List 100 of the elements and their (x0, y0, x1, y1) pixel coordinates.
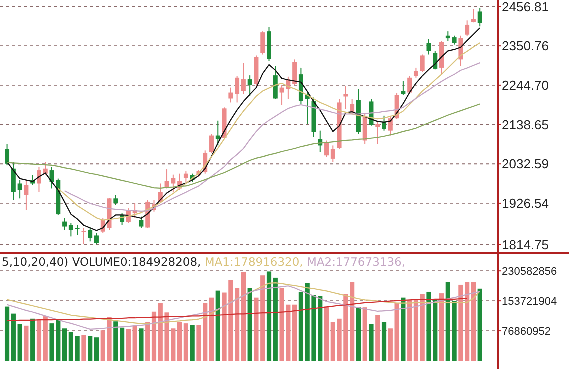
y-tick-label: 1814.75 (502, 237, 549, 252)
bar (420, 294, 425, 361)
bar (139, 328, 144, 361)
candlestick (18, 180, 22, 200)
bar (292, 304, 298, 361)
bar (324, 306, 330, 361)
bar (235, 288, 240, 361)
candlestick (408, 76, 412, 95)
candlestick (184, 171, 188, 183)
candlestick (235, 76, 240, 104)
series-label: MA2:177673136, (307, 255, 406, 269)
bar (241, 272, 246, 361)
candlestick (420, 54, 425, 73)
candlestick (478, 8, 482, 28)
bar (132, 326, 138, 361)
candlestick (11, 162, 16, 201)
line-series (6, 298, 468, 322)
candlestick (414, 67, 418, 78)
bar (146, 322, 150, 361)
y-tick-label: 230582856 (502, 266, 558, 278)
candlestick (465, 20, 470, 38)
y-tick-label: 76860952 (502, 326, 551, 338)
bar (30, 318, 36, 361)
bar (126, 329, 131, 361)
bar (152, 312, 157, 361)
candlestick (5, 144, 10, 166)
bar (178, 322, 182, 361)
y-tick-label: 2138.65 (502, 117, 549, 132)
bar (36, 320, 42, 361)
bar (458, 284, 464, 361)
candlestick (388, 115, 393, 136)
bar (62, 328, 68, 361)
bar (401, 298, 406, 361)
bar (369, 324, 374, 361)
bar (266, 272, 272, 361)
bar (190, 325, 195, 361)
bar (88, 336, 93, 361)
candlestick (114, 194, 118, 206)
bar (94, 338, 100, 361)
candlestick (401, 80, 406, 96)
bar (11, 314, 16, 361)
candlestick (210, 134, 214, 154)
bar (382, 322, 387, 361)
bar (350, 282, 355, 361)
bar (68, 332, 74, 361)
candlestick (88, 227, 93, 242)
bar (216, 290, 220, 361)
bar (408, 300, 412, 361)
bar (465, 282, 470, 361)
candlestick (228, 87, 234, 104)
candlestick (433, 50, 438, 70)
bar (82, 335, 86, 361)
bar (298, 292, 304, 361)
bar (75, 336, 80, 361)
bar (120, 328, 125, 361)
bar (362, 308, 368, 361)
line-series (6, 104, 481, 189)
bar (471, 282, 476, 361)
bar (446, 282, 450, 361)
y-tick-label: 2350.76 (502, 38, 549, 54)
bar (414, 299, 419, 361)
candlestick (24, 180, 29, 211)
bar (114, 322, 118, 361)
candlestick (471, 8, 476, 24)
candlestick (94, 232, 99, 245)
bar (4, 306, 10, 361)
candlestick (324, 140, 329, 158)
y-tick-label: 2032.59 (502, 156, 549, 172)
candlestick (350, 98, 355, 115)
bar (184, 324, 188, 361)
candlestick (75, 224, 80, 236)
annotation: 5,10,20,40) (2, 255, 72, 269)
candlestick (241, 62, 246, 95)
y-tick-label: 2456.81 (502, 0, 549, 14)
y-tick-label: 1926.54 (502, 196, 549, 212)
candlestick (62, 218, 68, 231)
candlestick (139, 216, 144, 229)
y-tick-label: 2244.70 (502, 78, 549, 93)
candlestick (68, 222, 74, 238)
bar (439, 294, 444, 361)
candlestick (330, 145, 336, 163)
bar (478, 288, 482, 361)
bar (248, 288, 252, 361)
bar (376, 315, 380, 361)
candlestick (260, 31, 266, 56)
series-label: MA1:178916320, (204, 255, 307, 269)
bar (452, 301, 457, 361)
y-tick-label: 153721904 (502, 296, 558, 308)
bar (43, 316, 48, 361)
candlestick (426, 38, 432, 56)
candlestick (292, 59, 298, 86)
candlestick (376, 120, 380, 145)
candlestick (82, 228, 86, 245)
text: VOLUME0:184928208, (72, 255, 205, 269)
bar (356, 308, 362, 361)
candlestick (248, 75, 252, 97)
bar (209, 298, 214, 361)
bar (18, 324, 22, 361)
bar (273, 278, 278, 361)
candlestick (273, 66, 278, 100)
